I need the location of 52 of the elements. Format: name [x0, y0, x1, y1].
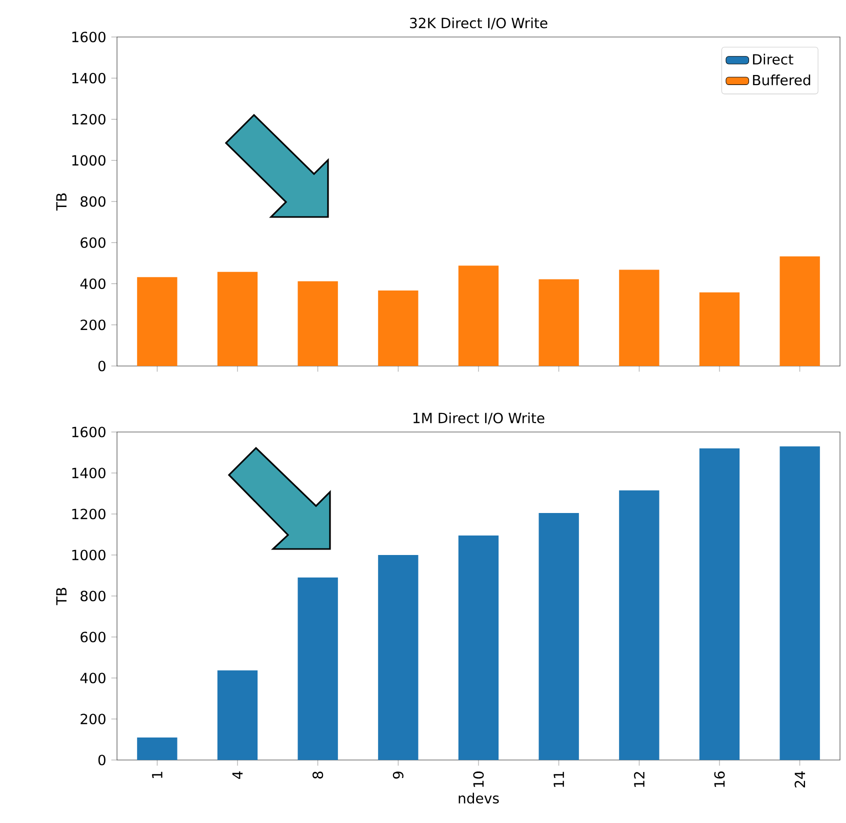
y-tick-label: 400: [80, 672, 106, 684]
bar: [298, 578, 338, 760]
bar: [619, 490, 660, 760]
bar: [458, 536, 499, 760]
y-axis-title: TB: [56, 193, 66, 211]
x-tick-label: 4: [232, 771, 243, 779]
y-tick-label: 200: [80, 714, 106, 724]
bar: [217, 272, 258, 366]
x-tick-label: 24: [794, 771, 806, 788]
x-tick-label: 16: [714, 772, 725, 787]
chart-title: 1M Direct I/O Write: [413, 412, 544, 424]
y-tick-label: 1000: [72, 155, 106, 166]
chart-title: 32K Direct I/O Write: [410, 17, 548, 30]
x-tick-label: 12: [634, 772, 644, 787]
y-tick-label: 0: [98, 754, 106, 766]
bar: [538, 279, 579, 366]
legend-label: Buffered: [753, 74, 810, 86]
y-axis-title: TB: [56, 588, 66, 606]
y-tick-label: 600: [80, 632, 106, 642]
bar: [699, 448, 740, 760]
x-axis-title: ndevs: [458, 792, 499, 804]
bar: [137, 737, 178, 760]
y-tick-label: 1600: [72, 32, 106, 42]
bar: [298, 281, 338, 366]
y-tick-label: 1400: [72, 72, 106, 84]
x-tick-label: 8: [312, 772, 324, 779]
y-tick-label: 1000: [72, 550, 106, 560]
y-tick-label: 800: [80, 590, 106, 602]
y-tick-label: 1400: [72, 468, 106, 478]
bar: [780, 256, 820, 366]
bar: [619, 270, 660, 366]
x-tick-label: 10: [473, 772, 484, 787]
x-tick-label: 1: [152, 772, 162, 778]
y-tick-label: 0: [98, 360, 106, 372]
bar: [217, 670, 258, 760]
x-tick-label: 9: [392, 772, 404, 779]
bar: [378, 554, 418, 760]
bar: [699, 292, 740, 366]
y-tick-label: 400: [80, 278, 106, 290]
bar: [137, 277, 178, 366]
x-tick-label: 11: [554, 772, 564, 787]
bar: [780, 446, 820, 760]
y-tick-label: 200: [80, 320, 106, 330]
y-tick-label: 1200: [72, 508, 106, 520]
legend-label: Direct: [753, 54, 794, 65]
y-tick-label: 800: [80, 196, 106, 207]
y-tick-label: 600: [80, 237, 106, 248]
bar: [378, 290, 418, 366]
y-tick-label: 1600: [72, 426, 106, 438]
bar: [538, 512, 579, 760]
bar: [458, 266, 499, 366]
y-tick-label: 1200: [72, 114, 106, 125]
